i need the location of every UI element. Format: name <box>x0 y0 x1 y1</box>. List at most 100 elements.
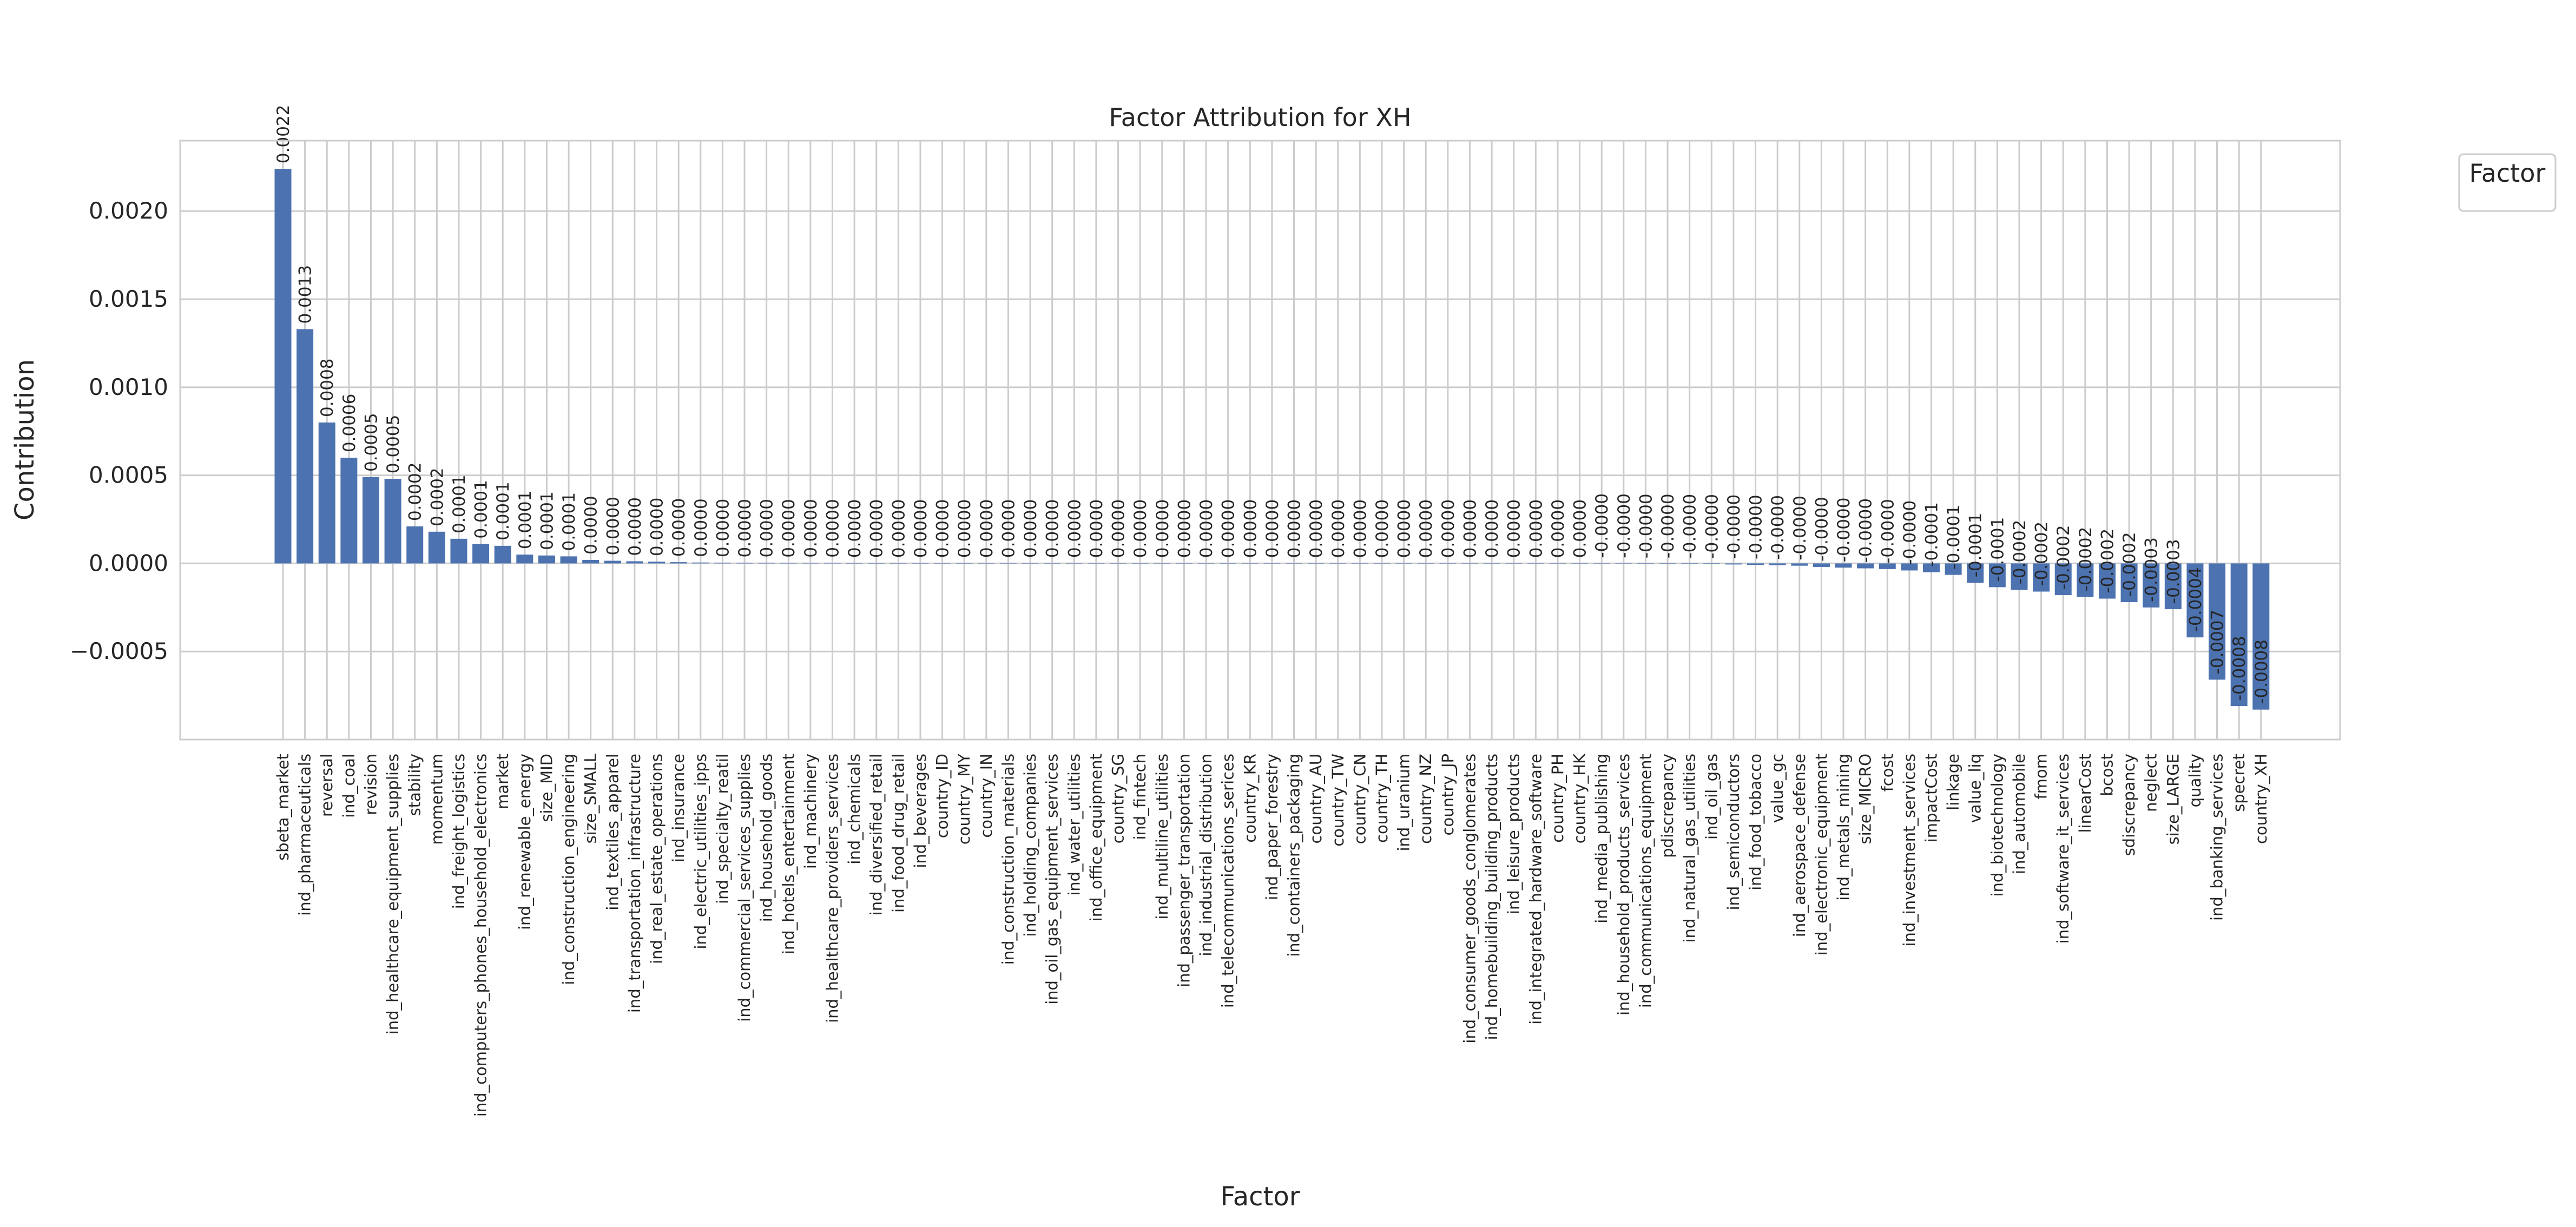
data-label: 0.0000 <box>1065 499 1084 558</box>
data-label: 0.0000 <box>735 499 755 557</box>
bar <box>560 556 577 564</box>
x-tick-label: ind_office_equipment <box>1087 754 1105 921</box>
x-tick-label: specret <box>2230 754 2248 812</box>
bar <box>318 422 335 564</box>
x-tick-label: linkage <box>1944 754 1962 810</box>
x-tick-label: ind_household_products_services <box>1615 754 1633 1015</box>
data-label: -0.0007 <box>2208 610 2228 675</box>
bar <box>1439 563 1457 564</box>
grid <box>180 141 2340 740</box>
x-tick-label: ind_transportation_infrastructure <box>625 754 644 1013</box>
x-tick-label: ind_beverages <box>911 754 930 868</box>
x-tick-label: ind_leisure_products <box>1505 754 1523 914</box>
data-label: -0.0000 <box>1724 494 1744 559</box>
bar <box>846 563 863 564</box>
x-tick-label: ind_real_estate_operations <box>648 754 666 964</box>
x-tick-label: ind_consumer_goods_conglomerates <box>1460 754 1479 1044</box>
bar <box>1988 563 2006 588</box>
x-tick-label: ind_holding_companies <box>1021 754 1039 937</box>
bar <box>428 531 445 564</box>
x-tick-label: country_HK <box>1571 753 1589 843</box>
x-tick-label: fmom <box>2032 754 2051 799</box>
data-label: 0.0000 <box>713 499 733 557</box>
bar <box>890 563 907 564</box>
bar <box>1615 563 1632 564</box>
data-label: -0.0000 <box>1747 494 1766 559</box>
x-tick-label: ind_fintech <box>1131 754 1149 840</box>
data-label: 0.0000 <box>1219 499 1238 558</box>
bar <box>472 544 490 564</box>
data-label: 0.0000 <box>603 497 623 555</box>
x-tick-label: impactCost <box>1922 754 1941 842</box>
y-tick-label: 0.0020 <box>89 197 168 224</box>
bar <box>1154 563 1171 564</box>
bar <box>1373 563 1391 564</box>
bar <box>648 562 666 564</box>
bar <box>2098 563 2116 599</box>
x-tick-label: momentum <box>427 754 446 845</box>
y-tick-label: −0.0005 <box>70 638 168 664</box>
x-tick-label: ind_insurance <box>669 754 688 862</box>
y-tick-label: 0.0010 <box>89 374 168 400</box>
bar <box>1022 563 1039 564</box>
data-label: 0.0000 <box>582 496 601 554</box>
bar <box>1813 563 1830 567</box>
bar <box>2054 563 2072 596</box>
x-tick-label: country_SG <box>1109 754 1128 843</box>
x-tick-label: ind_healthcare_providers_services <box>823 754 842 1023</box>
data-label: 0.0000 <box>1043 499 1063 558</box>
chart-title: Factor Attribution for XH <box>1109 103 1412 132</box>
data-label: 0.0000 <box>999 499 1018 558</box>
data-label: 0.0013 <box>296 265 315 324</box>
bar <box>1175 563 1193 564</box>
data-label: 0.0001 <box>537 491 557 550</box>
bar <box>384 479 401 564</box>
data-label: -0.0001 <box>1922 502 1942 567</box>
x-tick-label: country_PH <box>1549 754 1567 843</box>
x-tick-label: ind_passenger_transportation <box>1175 754 1193 987</box>
x-tick-label: ind_natural_gas_utilities <box>1681 754 1699 943</box>
x-tick-label: ind_electronic_equipment <box>1812 754 1830 955</box>
x-tick-label: sbeta_market <box>274 754 292 861</box>
bar <box>1835 563 1852 568</box>
data-label: -0.0000 <box>1834 498 1854 563</box>
bar <box>362 477 379 564</box>
data-label: 0.0000 <box>1109 499 1129 558</box>
data-label: 0.0008 <box>318 358 337 417</box>
data-label: 0.0005 <box>384 415 403 473</box>
data-label: 0.0000 <box>1087 499 1106 558</box>
y-tick-label: 0.0005 <box>89 462 168 489</box>
bar <box>1263 563 1281 564</box>
data-label: 0.0000 <box>823 499 843 557</box>
data-label: 0.0000 <box>845 499 865 558</box>
data-label: -0.0001 <box>1944 505 1964 570</box>
bar <box>1329 563 1347 564</box>
data-label: -0.0002 <box>2032 522 2052 586</box>
bar <box>494 545 511 564</box>
x-tick-label: ind_uranium <box>1395 754 1413 852</box>
x-tick-label: value_gc <box>1768 754 1787 823</box>
data-label: 0.0000 <box>1439 499 1458 558</box>
data-label: -0.0008 <box>2230 636 2249 701</box>
bar <box>1593 563 1610 564</box>
data-label: 0.0000 <box>757 499 777 557</box>
x-tick-label: market <box>493 754 512 809</box>
bar <box>604 560 621 564</box>
x-tick-label: ind_food_drug_retail <box>889 754 907 913</box>
data-label: 0.0000 <box>955 499 974 558</box>
data-label: -0.0002 <box>2054 525 2073 590</box>
bar <box>516 555 533 564</box>
x-tick-label: ind_machinery <box>801 754 820 869</box>
x-tick-label: pdiscrepancy <box>1658 754 1677 858</box>
x-tick-label: ind_containers_packaging <box>1285 754 1303 957</box>
data-label: 0.0000 <box>1417 499 1436 558</box>
bar <box>670 562 687 564</box>
x-tick-label: neglect <box>2142 754 2160 812</box>
x-tick-label: ind_software_it_services <box>2054 754 2072 944</box>
data-label: 0.0000 <box>648 498 667 556</box>
data-label: 0.0000 <box>1526 499 1546 558</box>
x-tick-label: stability <box>406 754 424 816</box>
x-tick-label: ind_oil_gas <box>1702 754 1721 840</box>
bar <box>1461 563 1478 564</box>
